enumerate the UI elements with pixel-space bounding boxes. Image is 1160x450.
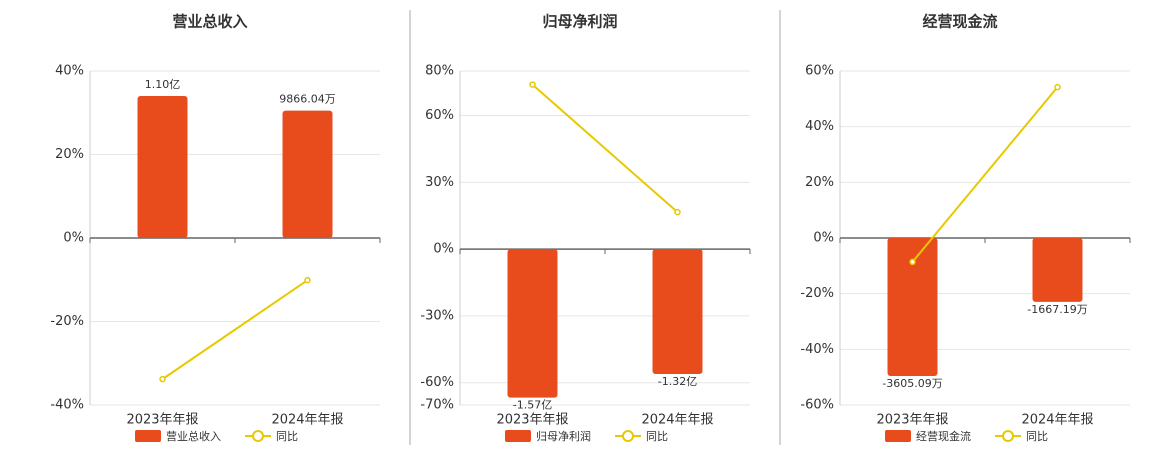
- legend-swatch: [505, 430, 531, 442]
- line: [161, 279, 309, 380]
- line-point: [674, 208, 681, 216]
- legend-label: 同比: [1026, 430, 1048, 443]
- value-label: -3605.09万: [882, 377, 942, 390]
- y-tick-label: -60%: [420, 375, 454, 390]
- bar: [282, 110, 333, 238]
- y-tick-label: 60%: [805, 64, 834, 79]
- legend-marker: [252, 430, 264, 442]
- legend-marker: [1002, 430, 1014, 442]
- y-tick-label: -20%: [50, 314, 84, 329]
- line-point: [1054, 83, 1061, 91]
- bar: [507, 249, 558, 398]
- value-label: -1.32亿: [658, 375, 697, 388]
- y-tick-label: -30%: [420, 308, 454, 323]
- y-tick-label: 0%: [813, 231, 834, 246]
- y-tick-label: 80%: [425, 64, 454, 79]
- y-tick-label: 0%: [433, 242, 454, 257]
- legend-label: 经营现金流: [916, 429, 971, 443]
- y-tick-label: 40%: [805, 119, 834, 134]
- x-tick-label: 2024年年报: [641, 413, 713, 428]
- y-tick-label: 20%: [805, 175, 834, 190]
- legend-label: 同比: [276, 430, 298, 443]
- y-tick-label: 30%: [425, 175, 454, 190]
- value-label: -1.57亿: [513, 399, 552, 412]
- line-point: [529, 81, 536, 88]
- legend-marker: [622, 430, 634, 442]
- x-tick-label: 2023年年报: [496, 413, 568, 428]
- legend-label: 同比: [646, 430, 668, 443]
- value-label: 9866.04万: [279, 93, 336, 106]
- y-tick-label: 0%: [63, 231, 84, 246]
- line: [531, 83, 679, 213]
- line-point: [159, 375, 166, 383]
- x-tick-label: 2023年年报: [876, 413, 948, 428]
- chart-title: 营业总收入: [172, 13, 247, 31]
- bar: [652, 249, 703, 374]
- value-label: -1667.19万: [1027, 303, 1087, 316]
- legend-label: 归母净利润: [536, 429, 591, 443]
- y-tick-label: 20%: [55, 147, 84, 162]
- legend-label: 营业总收入: [166, 429, 221, 443]
- y-tick-label: 40%: [55, 64, 84, 79]
- legend-swatch: [885, 430, 911, 442]
- x-tick-label: 2023年年报: [126, 413, 198, 428]
- y-tick-label: -20%: [800, 286, 834, 301]
- legend-swatch: [135, 430, 161, 442]
- y-tick-label: -60%: [800, 398, 834, 413]
- bar: [887, 238, 938, 377]
- y-tick-label: -40%: [50, 398, 84, 413]
- bar: [1032, 238, 1083, 302]
- y-tick-label: 60%: [425, 108, 454, 123]
- y-tick-label: -70%: [420, 398, 454, 413]
- chart-title: 归母净利润: [542, 13, 617, 31]
- bar: [137, 96, 188, 238]
- line-point: [304, 276, 311, 284]
- chart-title: 经营现金流: [922, 13, 997, 31]
- y-tick-label: -40%: [800, 342, 834, 357]
- line-point: [909, 258, 916, 266]
- line: [911, 86, 1059, 263]
- x-tick-label: 2024年年报: [271, 413, 343, 428]
- value-label: 1.10亿: [145, 78, 181, 91]
- x-tick-label: 2024年年报: [1021, 413, 1093, 428]
